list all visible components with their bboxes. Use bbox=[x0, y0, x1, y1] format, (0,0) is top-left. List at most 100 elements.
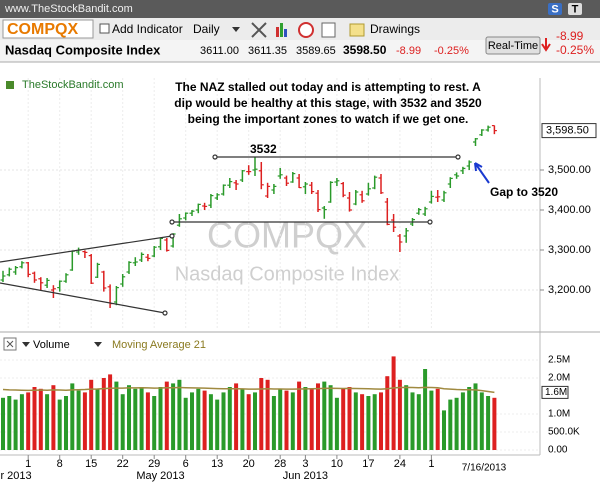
icon[interactable] bbox=[276, 27, 279, 37]
x-tick-label: 28 bbox=[274, 458, 286, 470]
drawings[interactable]: Drawings bbox=[370, 22, 420, 36]
annotation: being the important zones to watch if we… bbox=[188, 112, 469, 126]
volume-bar bbox=[467, 387, 472, 450]
volume-bar bbox=[127, 385, 131, 450]
month-label: May 2013 bbox=[136, 470, 184, 482]
volume-bar bbox=[347, 387, 352, 450]
ma-line bbox=[2, 386, 495, 394]
icon[interactable] bbox=[321, 22, 336, 38]
volume-bar bbox=[309, 388, 314, 450]
watermark: COMPQX bbox=[207, 215, 367, 256]
volume-bar bbox=[290, 392, 295, 450]
volume-bar bbox=[379, 392, 383, 450]
realtime-button[interactable] bbox=[485, 36, 541, 55]
quote-bar bbox=[0, 40, 600, 62]
date-label: 7/16/2013 bbox=[462, 463, 507, 474]
dropdown[interactable] bbox=[22, 342, 30, 347]
volume-bar bbox=[95, 388, 100, 450]
volume-bar bbox=[1, 397, 5, 450]
change: -8.99 bbox=[556, 29, 584, 43]
y-tick-label: 1.0M bbox=[548, 409, 570, 420]
close-icon[interactable] bbox=[6, 340, 14, 348]
volume-bar bbox=[460, 392, 465, 450]
volume-bar bbox=[423, 369, 428, 450]
watermark: Nasdaq Composite Index bbox=[175, 263, 400, 285]
y-tick-label: 3,300.00 bbox=[548, 244, 591, 256]
volume-bar bbox=[177, 379, 182, 450]
volume-bar bbox=[171, 383, 176, 450]
volume-bar bbox=[479, 392, 484, 450]
change-pct: -0.25% bbox=[556, 43, 594, 57]
volume-bar bbox=[139, 387, 144, 450]
x-tick-label: 8 bbox=[57, 458, 63, 470]
volume-bar bbox=[492, 397, 497, 450]
volume-bar bbox=[145, 392, 150, 450]
icon[interactable] bbox=[349, 23, 365, 37]
y-tick-label: 3,400.00 bbox=[548, 204, 591, 216]
badge-text[interactable]: S bbox=[551, 3, 558, 15]
ma-box bbox=[541, 385, 569, 399]
y-tick-label: 2.0M bbox=[548, 373, 570, 384]
x-tick-label: 17 bbox=[362, 458, 374, 470]
volume-bar bbox=[372, 394, 377, 450]
badge-text[interactable]: T bbox=[572, 3, 579, 15]
volume-bar bbox=[7, 396, 12, 450]
x-tick-label: 15 bbox=[85, 458, 97, 470]
volume-bar bbox=[473, 383, 478, 450]
x-tick-label: 13 bbox=[211, 458, 223, 470]
icon[interactable] bbox=[99, 23, 110, 34]
icon[interactable] bbox=[284, 29, 287, 37]
symbol[interactable]: COMPQX bbox=[7, 21, 78, 38]
add-indicator[interactable]: Add Indicator bbox=[112, 22, 183, 36]
volume-bar bbox=[82, 392, 87, 450]
last: 3598.50 bbox=[343, 43, 387, 57]
y-tick-label: 3,200.00 bbox=[548, 284, 591, 296]
period[interactable]: Daily bbox=[193, 22, 220, 36]
volume-bar bbox=[334, 397, 339, 450]
volume-bar bbox=[278, 388, 283, 450]
ma-label: 1.6M bbox=[545, 387, 567, 398]
volume-bar bbox=[196, 388, 201, 450]
open: 3611.00 bbox=[200, 45, 239, 57]
dropdown[interactable] bbox=[94, 342, 102, 347]
realtime-label[interactable]: Real-Time bbox=[488, 40, 538, 52]
icon[interactable] bbox=[251, 22, 267, 38]
symbol-box[interactable] bbox=[2, 19, 94, 39]
volume-bar bbox=[341, 388, 346, 450]
volume-bar bbox=[101, 378, 106, 450]
volume-bar bbox=[70, 383, 75, 450]
volume-bar bbox=[265, 379, 270, 450]
credit-icon bbox=[6, 81, 14, 89]
volume-bar bbox=[152, 396, 157, 450]
icon[interactable] bbox=[298, 22, 314, 38]
badge[interactable] bbox=[568, 3, 582, 15]
ma-legend: Moving Average 21 bbox=[112, 339, 206, 351]
badge[interactable] bbox=[548, 3, 562, 15]
y-tick-label: 2.5M bbox=[548, 355, 570, 366]
credit: TheStockBandit.com bbox=[22, 79, 124, 91]
down-arrow bbox=[541, 38, 551, 52]
volume-bar bbox=[208, 394, 213, 450]
dropdown[interactable] bbox=[232, 27, 240, 32]
y-tick-label: 0.00 bbox=[548, 445, 568, 456]
volume-bar bbox=[435, 388, 440, 450]
volume-bar bbox=[76, 390, 81, 450]
x-tick-label: 3 bbox=[302, 458, 308, 470]
volume-bar bbox=[353, 392, 358, 450]
last-price-label: 3,598.50 bbox=[546, 125, 589, 137]
icon[interactable] bbox=[280, 23, 283, 37]
volume-bar bbox=[253, 392, 257, 450]
last-price-box bbox=[541, 123, 597, 139]
x-tick-label: 6 bbox=[183, 458, 189, 470]
volume-bar bbox=[120, 394, 125, 450]
volume-bar bbox=[328, 385, 333, 450]
site-url[interactable]: www.TheStockBandit.com bbox=[4, 3, 133, 15]
volume-bar bbox=[215, 399, 220, 450]
volume-bar bbox=[221, 392, 226, 450]
volume-bar bbox=[404, 385, 409, 450]
volume-bar bbox=[26, 392, 31, 450]
volume-bar bbox=[51, 385, 56, 450]
volume-bar bbox=[442, 410, 446, 450]
volume-bar bbox=[57, 399, 62, 450]
index-name: Nasdaq Composite Index bbox=[5, 42, 161, 57]
